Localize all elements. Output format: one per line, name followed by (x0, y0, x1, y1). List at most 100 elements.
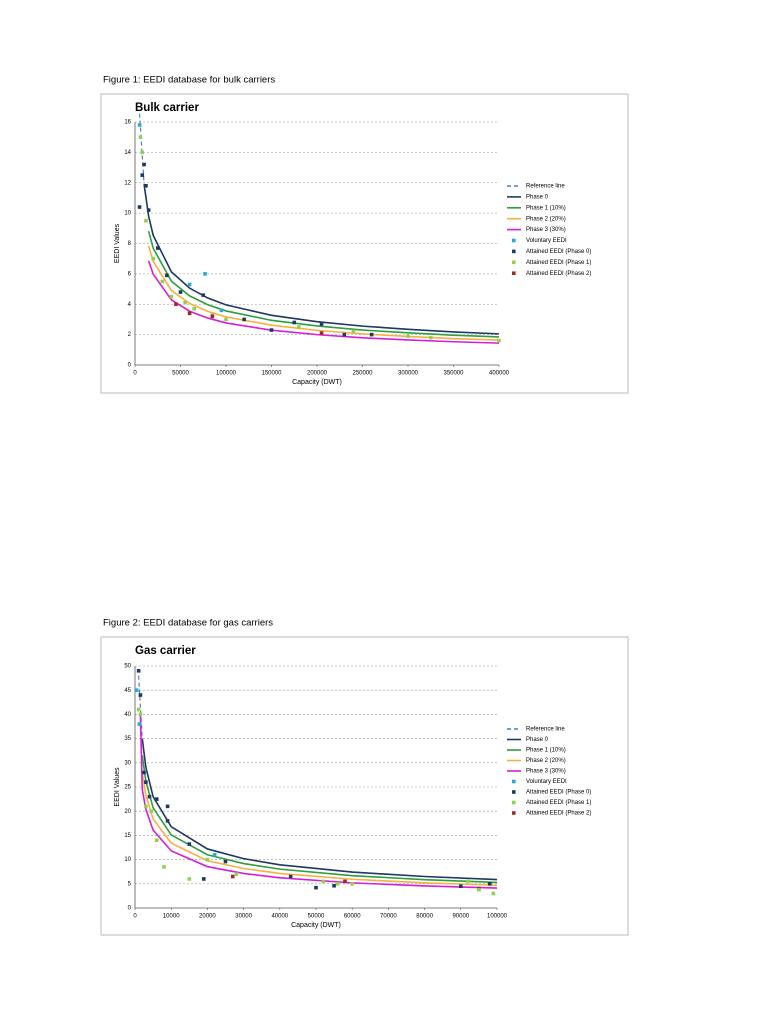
legend-label: Phase 0 (526, 737, 549, 743)
data-point (297, 325, 301, 329)
data-point (178, 290, 183, 294)
legend-label: Reference line (526, 184, 565, 190)
series-line (141, 755, 498, 884)
data-point (144, 218, 148, 223)
data-point (169, 294, 174, 299)
data-point (138, 693, 143, 697)
data-point (477, 887, 481, 892)
data-point (165, 273, 169, 278)
data-point (487, 882, 492, 886)
legend-label: Attained EEDI (Phase 0) (526, 790, 591, 796)
y-tick-label: 10 (124, 211, 131, 217)
data-point (269, 328, 274, 332)
data-point (154, 838, 159, 843)
y-tick-label: 35 (124, 736, 131, 742)
x-tick-label: 150000 (261, 371, 282, 377)
legend-swatch (512, 260, 516, 265)
y-tick-label: 45 (124, 688, 131, 694)
data-point (242, 317, 246, 322)
legend-label: Phase 1 (10%) (526, 205, 566, 211)
y-axis-label: EEDI Values (114, 223, 121, 263)
data-point (174, 302, 178, 307)
data-point (187, 877, 192, 881)
data-point (144, 804, 148, 809)
y-tick-label: 16 (124, 120, 131, 126)
data-point (187, 842, 192, 846)
x-axis-label: Capacity (DWT) (292, 379, 342, 386)
data-point (369, 332, 374, 337)
legend-swatch (512, 800, 516, 805)
series-line (141, 738, 498, 881)
legend-swatch (512, 779, 516, 784)
chart-title: Gas carrier (135, 645, 196, 657)
series-line (147, 260, 500, 344)
y-tick-label: 0 (128, 906, 132, 912)
data-point (192, 307, 196, 311)
series-line (141, 772, 498, 887)
x-tick-label: 300000 (398, 371, 419, 377)
data-point (138, 712, 143, 717)
x-tick-label: 30000 (235, 914, 252, 920)
x-tick-label: 50000 (172, 371, 189, 377)
data-point (187, 282, 192, 287)
data-point (144, 183, 148, 188)
y-tick-label: 50 (124, 664, 131, 670)
data-point (210, 314, 215, 319)
data-point (162, 865, 166, 869)
data-point (183, 300, 187, 305)
data-point (223, 859, 228, 864)
legend-swatch (512, 249, 516, 254)
legend-label: Phase 0 (526, 194, 549, 200)
data-point (319, 331, 324, 335)
series-line (143, 184, 500, 335)
chart-frame (100, 636, 629, 936)
data-point (314, 885, 318, 890)
legend-label: Attained EEDI (Phase 0) (526, 249, 591, 255)
data-point (205, 857, 210, 862)
data-point (332, 883, 336, 888)
y-tick-label: 14 (124, 150, 131, 156)
data-point (136, 707, 141, 712)
data-point (137, 205, 142, 209)
data-point (459, 884, 463, 889)
y-tick-label: 20 (124, 809, 131, 815)
data-point (406, 334, 410, 338)
data-point (165, 819, 170, 823)
data-point (343, 879, 347, 884)
data-point (292, 320, 297, 325)
data-point (234, 872, 239, 876)
data-point (140, 150, 145, 155)
data-point (138, 135, 143, 139)
y-tick-label: 15 (124, 833, 131, 839)
y-tick-label: 25 (124, 785, 131, 791)
legend-swatch (512, 811, 516, 815)
data-point (147, 794, 152, 799)
y-tick-label: 5 (128, 881, 132, 887)
data-point (140, 173, 145, 177)
x-tick-label: 0 (133, 914, 137, 920)
legend-label: Attained EEDI (Phase 1) (526, 800, 591, 806)
legend-label: Attained EEDI (Phase 1) (526, 260, 591, 266)
legend-label: Phase 3 (30%) (526, 227, 566, 233)
x-tick-label: 0 (133, 371, 137, 377)
y-tick-label: 8 (128, 241, 132, 247)
y-tick-label: 40 (124, 712, 131, 718)
x-tick-label: 200000 (307, 371, 328, 377)
legend-label: Phase 3 (30%) (526, 769, 566, 775)
data-point (219, 308, 224, 313)
legend-swatch (512, 790, 516, 794)
y-tick-label: 4 (128, 302, 132, 308)
x-tick-label: 100000 (487, 914, 508, 920)
data-point (230, 874, 235, 879)
data-point (466, 879, 470, 884)
data-point (288, 874, 293, 879)
y-tick-label: 12 (124, 180, 131, 186)
data-point (151, 256, 155, 261)
y-tick-label: 6 (128, 271, 132, 277)
data-point (319, 322, 324, 326)
data-point (144, 780, 148, 784)
data-point (142, 770, 146, 775)
x-tick-label: 350000 (443, 371, 464, 377)
data-point (212, 852, 217, 857)
data-point (342, 332, 347, 337)
